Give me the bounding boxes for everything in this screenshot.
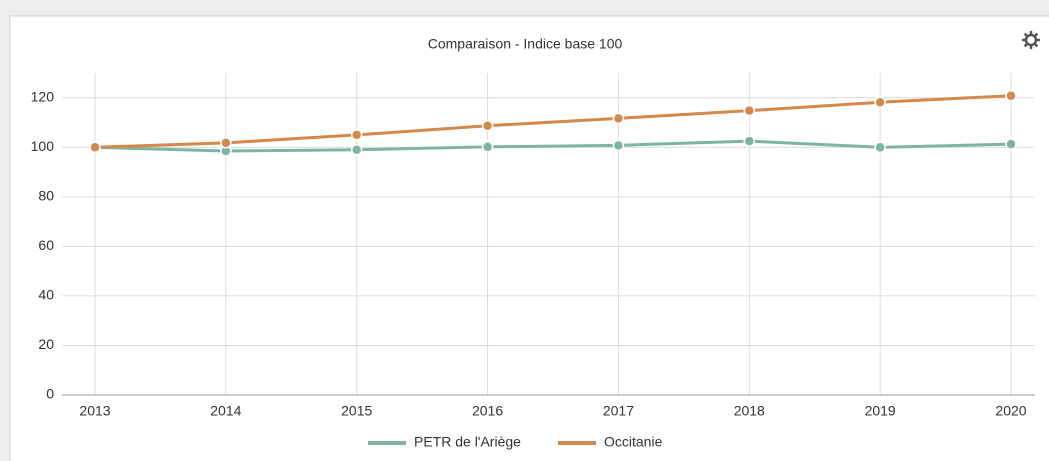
point [612,139,625,152]
x-tick-label: 2015 [341,403,372,419]
y-tick-label: 100 [31,138,55,154]
point [874,141,886,154]
point [1005,138,1017,150]
series-line [94,139,1012,153]
series-line [94,94,1012,149]
chart-title: Comparaison - Indice base 100 [428,36,623,52]
point [481,120,494,132]
x-tick-label: 2016 [472,403,503,419]
point [481,141,494,153]
legend-label: PETR de l'Ariège [414,434,521,450]
point [1005,90,1017,102]
point [350,144,363,156]
y-tick-label: 80 [38,188,54,204]
y-tick-label: 120 [31,88,55,104]
y-tick-label: 60 [38,237,54,253]
x-tick-label: 2019 [865,403,896,419]
x-tick-label: 2017 [603,403,634,419]
x-tick-label: 2018 [734,403,765,419]
x-tick-label: 2013 [79,403,110,419]
point [743,104,756,117]
point [350,129,363,141]
y-tick-label: 20 [38,336,54,352]
x-tick-label: 2014 [210,403,241,419]
point [89,141,101,154]
y-tick-label: 40 [38,287,54,303]
point [612,112,625,125]
legend-label: Occitanie [604,434,663,450]
point [743,135,756,147]
y-tick-label: 0 [46,386,54,402]
point [220,137,232,149]
x-tick-label: 2020 [995,403,1026,419]
panel [9,15,1049,461]
settings-icon[interactable] [1022,31,1040,49]
point [874,96,886,108]
